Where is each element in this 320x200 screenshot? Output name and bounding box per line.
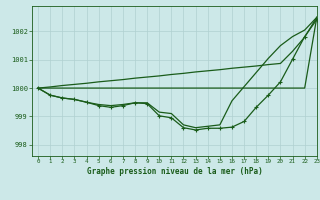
X-axis label: Graphe pression niveau de la mer (hPa): Graphe pression niveau de la mer (hPa)	[86, 167, 262, 176]
